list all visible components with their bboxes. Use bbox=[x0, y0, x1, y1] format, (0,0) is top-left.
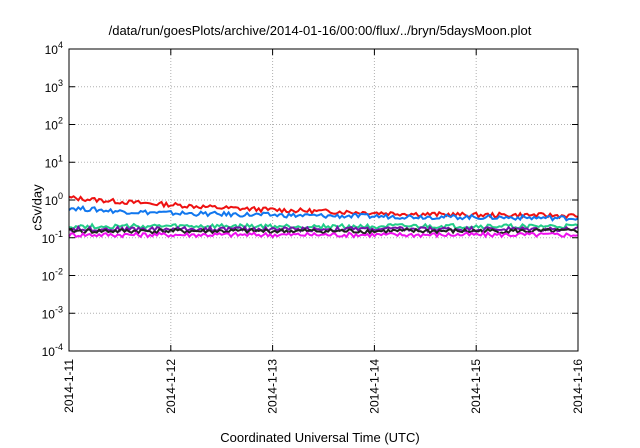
series-line bbox=[68, 204, 579, 222]
y-tick-label: 100 bbox=[45, 191, 63, 208]
x-tick-label: 2014-1-11 bbox=[62, 359, 76, 413]
x-tick-label: 2014-1-16 bbox=[571, 359, 585, 414]
y-tick-label: 10-2 bbox=[42, 267, 63, 284]
series-line bbox=[68, 227, 579, 235]
x-tick-label: 2014-1-13 bbox=[266, 359, 280, 414]
y-tick-label: 102 bbox=[45, 116, 63, 133]
series-line bbox=[68, 230, 579, 239]
x-tick-label: 2014-1-14 bbox=[367, 359, 381, 414]
series-line bbox=[68, 195, 579, 220]
series-line bbox=[68, 224, 579, 234]
chart-title: /data/run/goesPlots/archive/2014-01-16/0… bbox=[108, 23, 532, 38]
x-axis-ticks: 2014-1-11 2014-1-12 2014-1-13 2014-1-14 2014… bbox=[62, 49, 585, 414]
y-tick-label: 101 bbox=[45, 153, 63, 170]
series-lines bbox=[68, 195, 579, 239]
y-tick-label: 103 bbox=[45, 78, 63, 95]
series-line bbox=[68, 222, 579, 231]
grid-lines bbox=[69, 49, 578, 351]
y-axis-ticks: 10-4 10-3 10-2 10-1 100 101 102 103 104 bbox=[42, 40, 578, 359]
y-tick-label: 10-3 bbox=[42, 304, 63, 321]
x-tick-label: 2014-1-15 bbox=[469, 359, 483, 414]
x-tick-label: 2014-1-12 bbox=[164, 359, 178, 414]
y-tick-label: 10-1 bbox=[42, 229, 63, 246]
y-tick-label: 10-4 bbox=[42, 342, 63, 359]
y-tick-label: 104 bbox=[45, 40, 63, 57]
x-axis-label: Coordinated Universal Time (UTC) bbox=[220, 430, 420, 445]
